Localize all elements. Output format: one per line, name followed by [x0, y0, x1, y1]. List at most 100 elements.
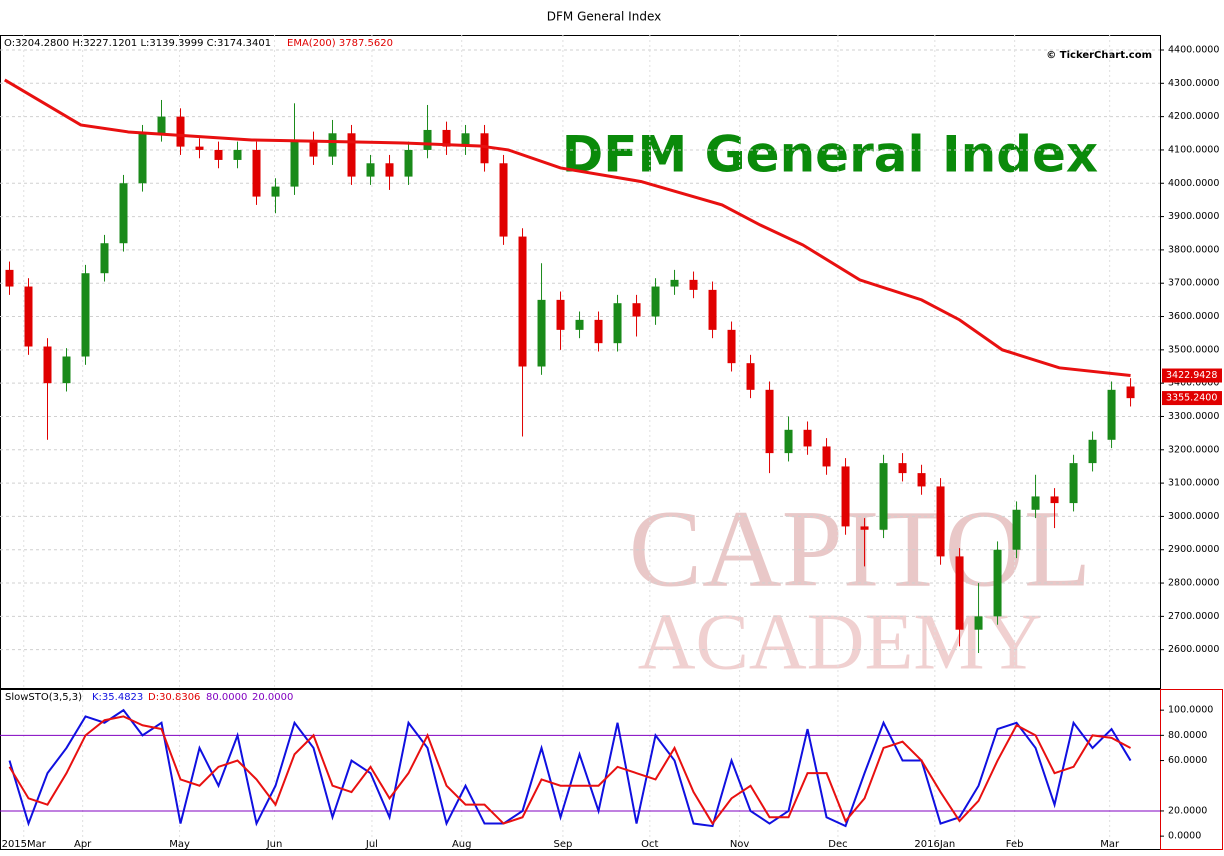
candle-body — [518, 236, 527, 367]
y-tick-label: 3900.0000 — [1168, 211, 1219, 222]
y-tick-label: 60.0000 — [1168, 755, 1207, 766]
candle-body — [575, 319, 584, 330]
candle-body — [62, 356, 71, 384]
stoch-axis-box — [1160, 689, 1223, 850]
chart-title: DFM General Index — [547, 10, 661, 24]
y-tick-label: 80.0000 — [1168, 730, 1207, 741]
candle-body — [43, 346, 52, 384]
candle-body — [689, 279, 698, 290]
candle-body — [594, 319, 603, 344]
x-tick-label: May — [169, 839, 190, 850]
candle-body — [784, 429, 793, 454]
y-tick-label: 2600.0000 — [1168, 644, 1219, 655]
candle-body — [480, 133, 489, 164]
candle-body — [81, 273, 90, 357]
candle-body — [1107, 389, 1116, 440]
y-tick-label: 4300.0000 — [1168, 78, 1219, 89]
watermark: CAPITOL — [629, 487, 1091, 609]
candle-body — [898, 463, 907, 474]
stoch-line — [8, 715, 1132, 826]
y-tick-label: 4000.0000 — [1168, 178, 1219, 189]
ema-text: EMA(200) 3787.5620 — [287, 38, 393, 49]
x-tick-label: Aug — [452, 839, 472, 850]
candle-body — [328, 133, 337, 157]
candle-body — [1126, 386, 1135, 399]
candle-body — [176, 116, 185, 147]
candle-body — [936, 486, 945, 557]
candle-body — [670, 279, 679, 287]
candle-body — [556, 299, 565, 330]
candle-body — [195, 146, 204, 150]
candle-body — [1031, 496, 1040, 510]
watermark: ACADEMY — [638, 598, 1042, 686]
x-tick-label: Sep — [553, 839, 572, 850]
y-tick-label: 100.0000 — [1168, 705, 1213, 716]
y-tick-label: 3300.0000 — [1168, 411, 1219, 422]
candle-body — [385, 163, 394, 177]
y-tick-label: 0.0000 — [1168, 831, 1201, 842]
upper-text: 80.0000 — [206, 692, 247, 703]
headline: DFM General Index — [562, 126, 1098, 184]
x-tick-label: Jul — [365, 839, 378, 850]
stoch-line — [8, 708, 1132, 828]
y-tick-label: 4200.0000 — [1168, 111, 1219, 122]
candle-body — [271, 186, 280, 197]
x-tick-label: Mar — [1100, 839, 1120, 850]
candle-body — [290, 139, 299, 187]
x-tick-label: 2015Mar — [2, 839, 47, 850]
candle-body — [252, 149, 261, 197]
candle-body — [309, 139, 318, 157]
last-value-label: 3422.9428 — [1166, 370, 1217, 381]
candle-body — [651, 286, 660, 317]
y-tick-label: 4400.0000 — [1168, 44, 1219, 55]
y-tick-label: 2800.0000 — [1168, 578, 1219, 589]
candle-body — [461, 133, 470, 147]
candle-body — [708, 289, 717, 330]
y-tick-label: 2900.0000 — [1168, 544, 1219, 555]
candle-body — [822, 446, 831, 467]
x-tick-label: Feb — [1006, 839, 1024, 850]
y-tick-label: 3800.0000 — [1168, 244, 1219, 255]
candle-body — [5, 269, 14, 287]
candle-body — [119, 183, 128, 244]
y-tick-label: 3600.0000 — [1168, 311, 1219, 322]
stoch-label: SlowSTO(3,5,3) — [5, 692, 82, 703]
candle-body — [727, 329, 736, 364]
credit: © TickerChart.com — [1046, 50, 1152, 61]
y-tick-label: 3100.0000 — [1168, 478, 1219, 489]
candle-body — [404, 149, 413, 177]
candle-body — [366, 163, 375, 177]
candle-body — [423, 129, 432, 150]
x-tick-label: Dec — [828, 839, 847, 850]
candle-body — [803, 429, 812, 447]
y-tick-label: 20.0000 — [1168, 805, 1207, 816]
candle-body — [442, 129, 451, 147]
candle-body — [974, 616, 983, 630]
y-tick-label: 2700.0000 — [1168, 611, 1219, 622]
candle-body — [1012, 509, 1021, 550]
candle-body — [1069, 463, 1078, 504]
last-value-box — [1162, 368, 1222, 383]
last-value-box — [1162, 391, 1222, 406]
candle-body — [138, 133, 147, 184]
candle-body — [879, 463, 888, 530]
y-tick-label: 4100.0000 — [1168, 144, 1219, 155]
y-tick-label: 3400.0000 — [1168, 378, 1219, 389]
candle-body — [917, 473, 926, 487]
x-tick-label: Nov — [730, 839, 750, 850]
x-tick-label: Oct — [641, 839, 658, 850]
x-tick-label: Jun — [266, 839, 283, 850]
y-tick-label: 3000.0000 — [1168, 511, 1219, 522]
candle-body — [233, 149, 242, 160]
candle-body — [1088, 439, 1097, 464]
stoch-panel — [0, 689, 1161, 850]
candle-body — [765, 389, 774, 454]
y-tick-label: 3700.0000 — [1168, 278, 1219, 289]
price-panel — [0, 35, 1161, 689]
y-tick-label: 3200.0000 — [1168, 444, 1219, 455]
ohlc-text: O:3204.2800 H:3227.1201 L:3139.3999 C:31… — [4, 38, 271, 49]
candle-body — [613, 303, 622, 344]
k-text: K:35.4823 — [92, 692, 143, 703]
candle-body — [347, 133, 356, 177]
